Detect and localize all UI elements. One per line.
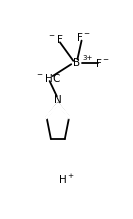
Text: $^-$F: $^-$F [47,33,64,45]
Text: F$^-$: F$^-$ [76,31,91,43]
Text: N: N [54,95,62,105]
Text: H$^+$: H$^+$ [58,173,74,186]
Text: B: B [73,58,80,67]
Text: F$^-$: F$^-$ [95,57,110,69]
Text: $^-$HC: $^-$HC [35,72,61,84]
Text: 3+: 3+ [82,55,92,61]
